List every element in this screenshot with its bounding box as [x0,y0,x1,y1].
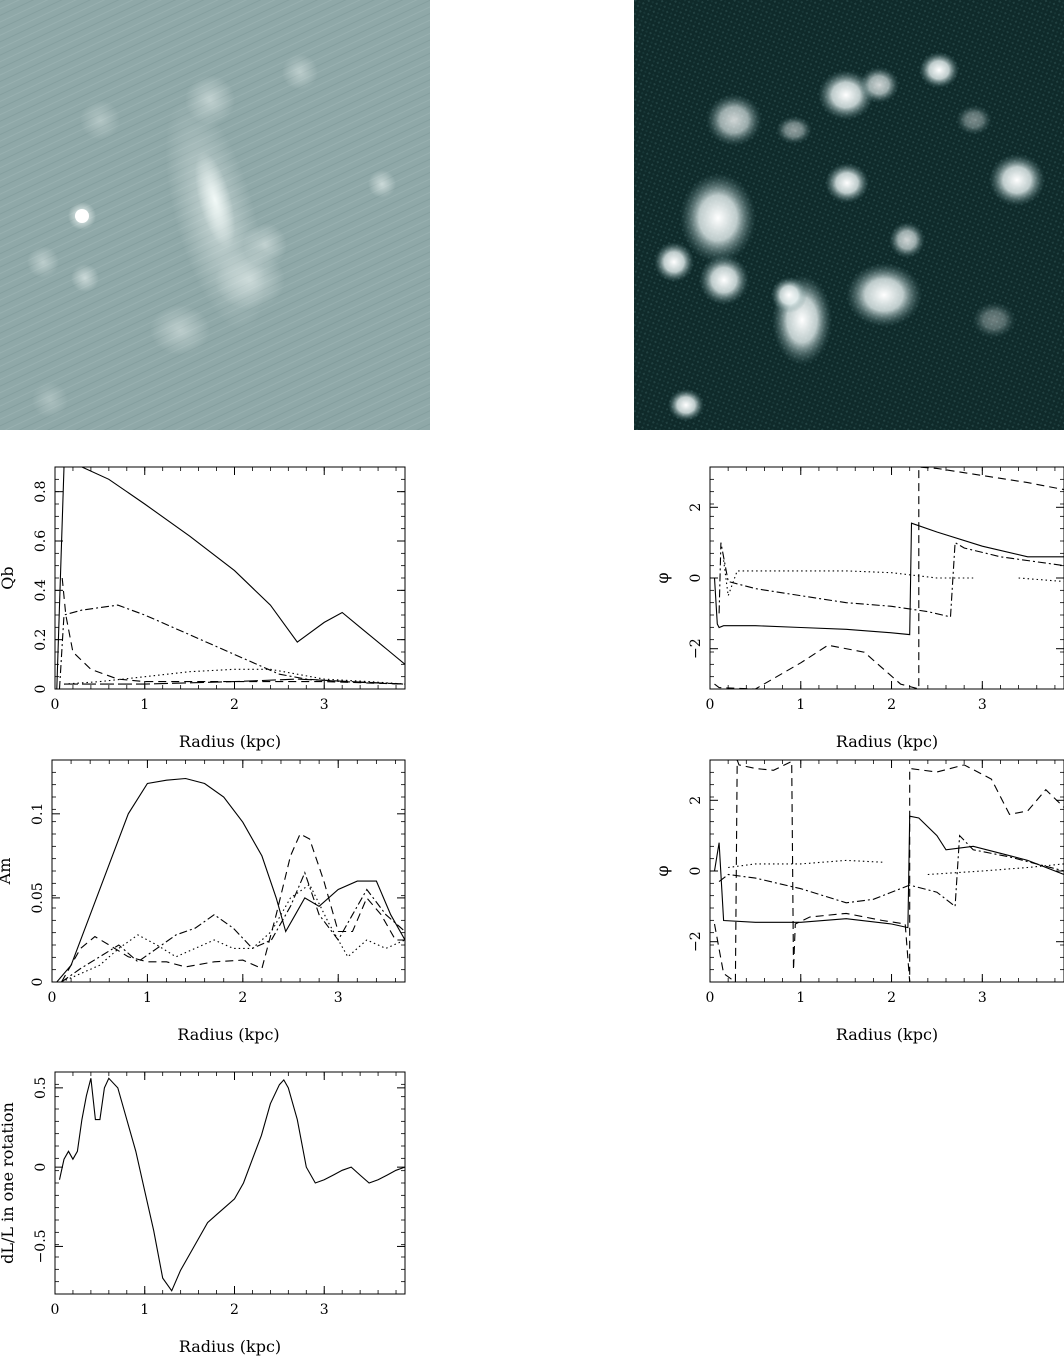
y-axis-label: dL/L in one rotation [0,1102,17,1264]
y-axis-label: Qb [0,566,17,589]
plot-frame [54,1071,406,1295]
y-tick-label: 0.2 [33,629,49,651]
x-tick-label: 0 [51,1302,60,1318]
chart-qb: 0 1 2 3 0 0.2 0.4 0.6 0.8 Radius (kpc) Qb [0,466,406,751]
x-tick-label: 3 [978,990,987,1006]
x-tick-label: 2 [230,1302,239,1318]
series-line-dashdot [58,604,405,689]
x-axis-label: Radius (kpc) [836,1025,938,1044]
y-tick-label: 0 [33,1163,49,1172]
series-line-longdash [64,678,405,685]
series-line-solid [56,467,405,689]
plot-frame [54,466,406,690]
x-tick-label: 3 [320,697,329,713]
y-tick-label: 0 [688,574,704,583]
x-axis-label: Radius (kpc) [179,732,281,751]
x-tick-label: 2 [238,990,247,1006]
plot-frame [709,466,1064,690]
series-line-dashdot [718,834,1064,908]
chart-dl-over-l: 0 1 2 3 −0.5 0 0.5 Radius (kpc) dL/L in one rota… [0,1071,406,1356]
x-tick-label: 0 [48,990,57,1006]
y-tick-label: 0.05 [30,882,46,913]
series-line-dashed [713,760,1064,982]
x-tick-label: 3 [978,697,987,713]
galaxy-glow [27,54,396,418]
y-axis-label: φ [655,572,672,583]
y-tick-label: 0.6 [33,530,49,552]
y-tick-label: 0 [30,978,46,987]
x-tick-label: 1 [796,990,805,1006]
y-tick-label: 0.5 [33,1077,49,1099]
series-line-solid [56,777,405,982]
series-line-dashdot [61,871,405,982]
series-line-dotted [723,560,974,596]
x-tick-label: 3 [320,1302,329,1318]
x-axis-label: Radius (kpc) [836,732,938,751]
x-tick-label: 1 [140,1302,149,1318]
hii-regions [654,52,1045,421]
series-line-dotted [63,668,405,685]
x-tick-label: 0 [51,697,60,713]
series-line-dashdot [718,541,1064,618]
y-tick-label: 0 [688,867,704,876]
series-line-dotted [927,863,1064,876]
y-tick-label: 0 [33,685,49,694]
series-line-solid [713,815,1064,929]
chart-am: 0 1 2 3 0 0.05 0.1 Radius (kpc) Am [0,759,406,1044]
optical-galaxy-image [0,0,430,430]
y-tick-label: 2 [688,796,704,805]
y-tick-label: −2 [688,638,704,659]
series-line-dotted [1018,577,1064,583]
series-line-dotted [61,883,405,982]
x-axis-label: Radius (kpc) [179,1337,281,1356]
y-axis-label: φ [655,865,672,876]
x-tick-label: 0 [706,990,715,1006]
y-tick-label: −2 [688,931,704,952]
plot-frame [709,759,1064,983]
chart-phi-lower: 0 1 2 3 −2 0 2 Radius (kpc) φ [655,759,1064,1044]
series-line-dotted [728,859,883,869]
y-tick-label: 0.8 [33,481,49,503]
series-line-dashed [714,467,1064,689]
x-tick-label: 2 [887,697,896,713]
chart-phi-upper: 0 1 2 3 −2 0 2 Radius (kpc) φ [655,466,1064,751]
x-axis-label: Radius (kpc) [177,1025,279,1044]
x-tick-label: 0 [706,697,715,713]
x-tick-label: 3 [334,990,343,1006]
x-tick-label: 1 [143,990,152,1006]
y-tick-label: 0.4 [33,579,49,601]
halpha-galaxy-image [634,0,1064,430]
y-axis-label: Am [0,858,14,886]
series-line-solid [58,1077,405,1292]
y-tick-label: 2 [688,503,704,512]
x-tick-label: 2 [230,697,239,713]
x-tick-label: 1 [140,697,149,713]
x-tick-label: 2 [887,990,896,1006]
plot-frame [51,759,406,983]
series-line-dashed [61,833,405,982]
y-tick-label: −0.5 [33,1229,49,1263]
series-line-dashed [61,577,405,685]
x-tick-label: 1 [796,697,805,713]
y-tick-label: 0.1 [30,803,46,825]
series-line-solid [713,522,1064,636]
